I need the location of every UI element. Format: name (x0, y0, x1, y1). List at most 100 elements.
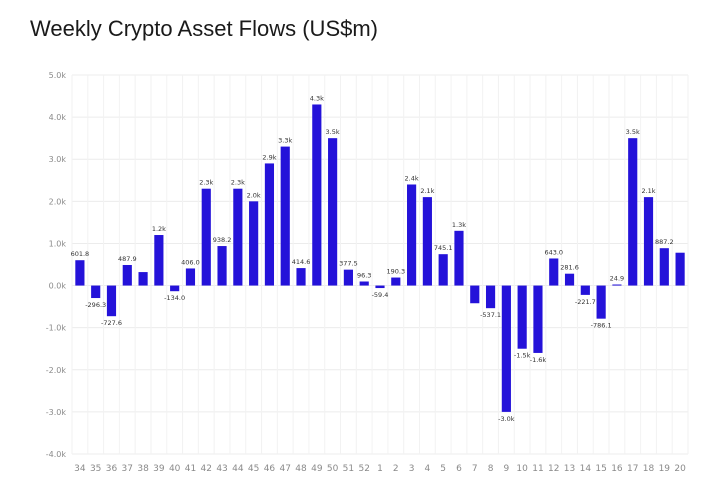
x-tick-label: 42 (201, 464, 212, 474)
bar-2 (391, 277, 401, 286)
bar-chart: 5.0k 4.0k 3.0k 2.0k 1.0k 0.0k -1.0k -2.0k -3.0k -… (46, 71, 689, 474)
bar-48 (296, 268, 306, 286)
x-tick-label: 3 (409, 464, 415, 474)
bar-18 (643, 197, 654, 286)
data-label: 3.3k (278, 137, 292, 145)
x-tick-label: 10 (516, 464, 528, 474)
bar-19 (659, 248, 669, 286)
x-tick-label: 39 (153, 464, 165, 474)
data-label: -296.3 (85, 301, 106, 309)
x-tick-label: 9 (503, 464, 509, 474)
bar-8 (485, 285, 496, 309)
bar-34 (75, 260, 85, 286)
y-tick-label: 0.0k (49, 282, 67, 291)
bar-44 (233, 188, 243, 286)
data-label: 24.9 (610, 275, 624, 283)
x-tick-label: 2 (393, 464, 399, 474)
bar-20 (675, 252, 685, 286)
grid-lines (71, 74, 689, 455)
x-tick-label: 15 (595, 464, 606, 474)
data-label: 2.3k (199, 179, 213, 187)
x-tick-label: 8 (488, 464, 494, 474)
data-label: 2.3k (231, 179, 245, 187)
x-tick-label: 51 (343, 464, 354, 474)
x-tick-label: 34 (74, 464, 86, 474)
bar-15 (596, 285, 606, 319)
data-label: 2.9k (262, 153, 276, 161)
bar-11 (533, 285, 543, 353)
bar-4 (422, 197, 432, 286)
y-tick-label: 2.0k (49, 197, 67, 206)
x-tick-label: 41 (185, 464, 196, 474)
x-tick-label: 11 (532, 464, 543, 474)
bar-14 (580, 285, 590, 295)
x-tick-label: 52 (358, 464, 369, 474)
bar-47 (280, 146, 290, 286)
x-tick-label: 49 (311, 464, 323, 474)
data-label: 601.8 (71, 250, 90, 258)
bar-39 (154, 235, 164, 286)
data-label: 938.2 (213, 236, 232, 244)
data-labels: 601.8 -296.3 -727.6 487.9 1.2k -134.0 406.0 2.3… (71, 94, 674, 422)
x-tick-label: 38 (137, 464, 149, 474)
x-tick-label: 36 (106, 464, 118, 474)
data-label: -786.1 (591, 322, 612, 330)
data-label: 96.3 (357, 272, 371, 280)
bar-51 (343, 269, 353, 286)
x-tick-label: 47 (280, 464, 291, 474)
y-axis-ticks: 5.0k 4.0k 3.0k 2.0k 1.0k 0.0k -1.0k -2.0k -3.0k -… (46, 71, 67, 459)
x-tick-label: 37 (122, 464, 133, 474)
bar-38 (138, 272, 148, 286)
x-tick-label: 43 (216, 464, 227, 474)
bar-17 (628, 138, 638, 286)
bar-41 (185, 268, 196, 286)
data-label: 2.4k (405, 174, 419, 182)
bar-10 (517, 285, 527, 349)
data-label: 377.5 (339, 260, 358, 268)
x-tick-label: 7 (472, 464, 478, 474)
data-label: -1.5k (514, 352, 531, 360)
data-label: 643.0 (544, 248, 563, 256)
bar-46 (264, 163, 275, 286)
y-tick-label: -1.0k (46, 324, 67, 333)
x-tick-label: 19 (659, 464, 671, 474)
data-label: 4.3k (310, 94, 324, 102)
bar-49 (312, 104, 322, 286)
bar-37 (122, 265, 132, 286)
data-label: 406.0 (181, 258, 200, 266)
data-label: 1.3k (452, 221, 466, 229)
x-tick-label: 16 (611, 464, 623, 474)
bar-36 (106, 285, 117, 317)
data-label: 414.6 (292, 258, 311, 266)
x-tick-label: 46 (264, 464, 276, 474)
data-label: 887.2 (655, 238, 674, 246)
bar-50 (328, 138, 338, 286)
bar-3 (407, 184, 417, 286)
x-tick-label: 20 (674, 464, 686, 474)
data-label: 3.5k (626, 128, 640, 136)
data-label: 2.1k (420, 187, 434, 195)
y-tick-label: 1.0k (49, 239, 67, 248)
bar-5 (438, 254, 448, 286)
y-tick-label: 5.0k (49, 71, 67, 80)
chart-title: Weekly Crypto Asset Flows (US$m) (30, 16, 379, 41)
chart-area: 5.0k 4.0k 3.0k 2.0k 1.0k 0.0k -1.0k -2.0k -3.0k -… (0, 60, 708, 485)
x-axis-ticks: 34 35 36 37 38 39 40 41 42 43 44 45 46 47 48 49 50 51 52 1 2… (74, 464, 686, 474)
y-tick-label: -4.0k (46, 450, 67, 459)
x-tick-label: 5 (440, 464, 446, 474)
data-label: 487.9 (118, 255, 137, 263)
y-tick-label: -3.0k (46, 408, 67, 417)
bar-35 (91, 285, 101, 299)
x-tick-label: 18 (643, 464, 655, 474)
x-tick-label: 4 (425, 464, 431, 474)
y-tick-label: 4.0k (49, 113, 67, 122)
data-label: -727.6 (101, 319, 122, 327)
x-tick-label: 14 (580, 464, 592, 474)
data-label: 2.1k (641, 187, 655, 195)
x-tick-label: 6 (456, 464, 462, 474)
bar-52 (359, 281, 369, 286)
bar-12 (549, 258, 559, 286)
x-tick-label: 44 (232, 464, 244, 474)
x-tick-label: 1 (377, 464, 383, 474)
bar-9 (501, 285, 511, 412)
